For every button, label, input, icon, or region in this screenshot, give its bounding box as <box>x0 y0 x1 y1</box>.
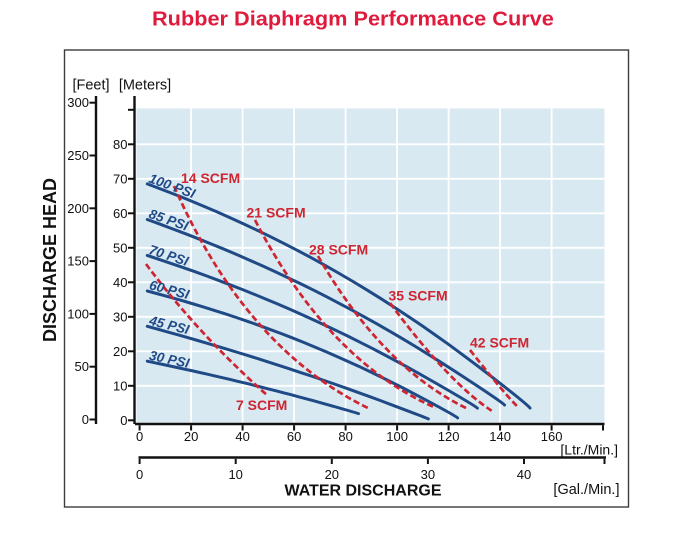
svg-text:0: 0 <box>82 412 89 427</box>
svg-text:300: 300 <box>67 95 89 110</box>
svg-text:DISCHARGE HEAD: DISCHARGE HEAD <box>40 178 60 342</box>
svg-text:50: 50 <box>75 359 89 374</box>
svg-text:150: 150 <box>67 254 89 269</box>
svg-text:[Ltr./Min.]: [Ltr./Min.] <box>560 442 618 458</box>
svg-text:30: 30 <box>421 467 435 482</box>
svg-text:0: 0 <box>136 429 143 444</box>
svg-text:10: 10 <box>113 378 127 393</box>
svg-text:[Feet]: [Feet] <box>72 78 109 94</box>
svg-text:250: 250 <box>67 148 89 163</box>
svg-text:Rubber Diaphragm Performance C: Rubber Diaphragm Performance Curve <box>152 8 554 30</box>
svg-text:0: 0 <box>136 467 143 482</box>
svg-text:20: 20 <box>113 344 127 359</box>
svg-text:140: 140 <box>489 429 511 444</box>
svg-text:WATER DISCHARGE: WATER DISCHARGE <box>284 482 441 499</box>
svg-text:40: 40 <box>113 275 127 290</box>
svg-text:14 SCFM: 14 SCFM <box>181 170 240 186</box>
svg-text:80: 80 <box>338 429 352 444</box>
svg-text:[Gal./Min.]: [Gal./Min.] <box>553 482 619 498</box>
svg-text:120: 120 <box>438 429 460 444</box>
svg-text:28 SCFM: 28 SCFM <box>309 242 368 258</box>
svg-text:80: 80 <box>113 137 127 152</box>
svg-text:21 SCFM: 21 SCFM <box>247 205 306 221</box>
svg-text:30: 30 <box>113 309 127 324</box>
svg-text:50: 50 <box>113 240 127 255</box>
svg-text:40: 40 <box>235 429 249 444</box>
svg-text:100: 100 <box>386 429 408 444</box>
svg-text:60: 60 <box>113 206 127 221</box>
svg-text:10: 10 <box>228 467 242 482</box>
svg-text:70: 70 <box>113 171 127 186</box>
svg-text:0: 0 <box>120 413 127 428</box>
svg-text:7 SCFM: 7 SCFM <box>236 397 287 413</box>
svg-text:[Meters]: [Meters] <box>119 78 171 94</box>
svg-text:100: 100 <box>67 306 89 321</box>
svg-text:200: 200 <box>67 201 89 216</box>
svg-text:35 SCFM: 35 SCFM <box>389 288 448 304</box>
svg-text:20: 20 <box>184 429 198 444</box>
svg-text:160: 160 <box>541 429 563 444</box>
svg-text:20: 20 <box>325 467 339 482</box>
svg-text:42 SCFM: 42 SCFM <box>470 335 529 351</box>
svg-text:40: 40 <box>517 467 531 482</box>
svg-text:60: 60 <box>287 429 301 444</box>
